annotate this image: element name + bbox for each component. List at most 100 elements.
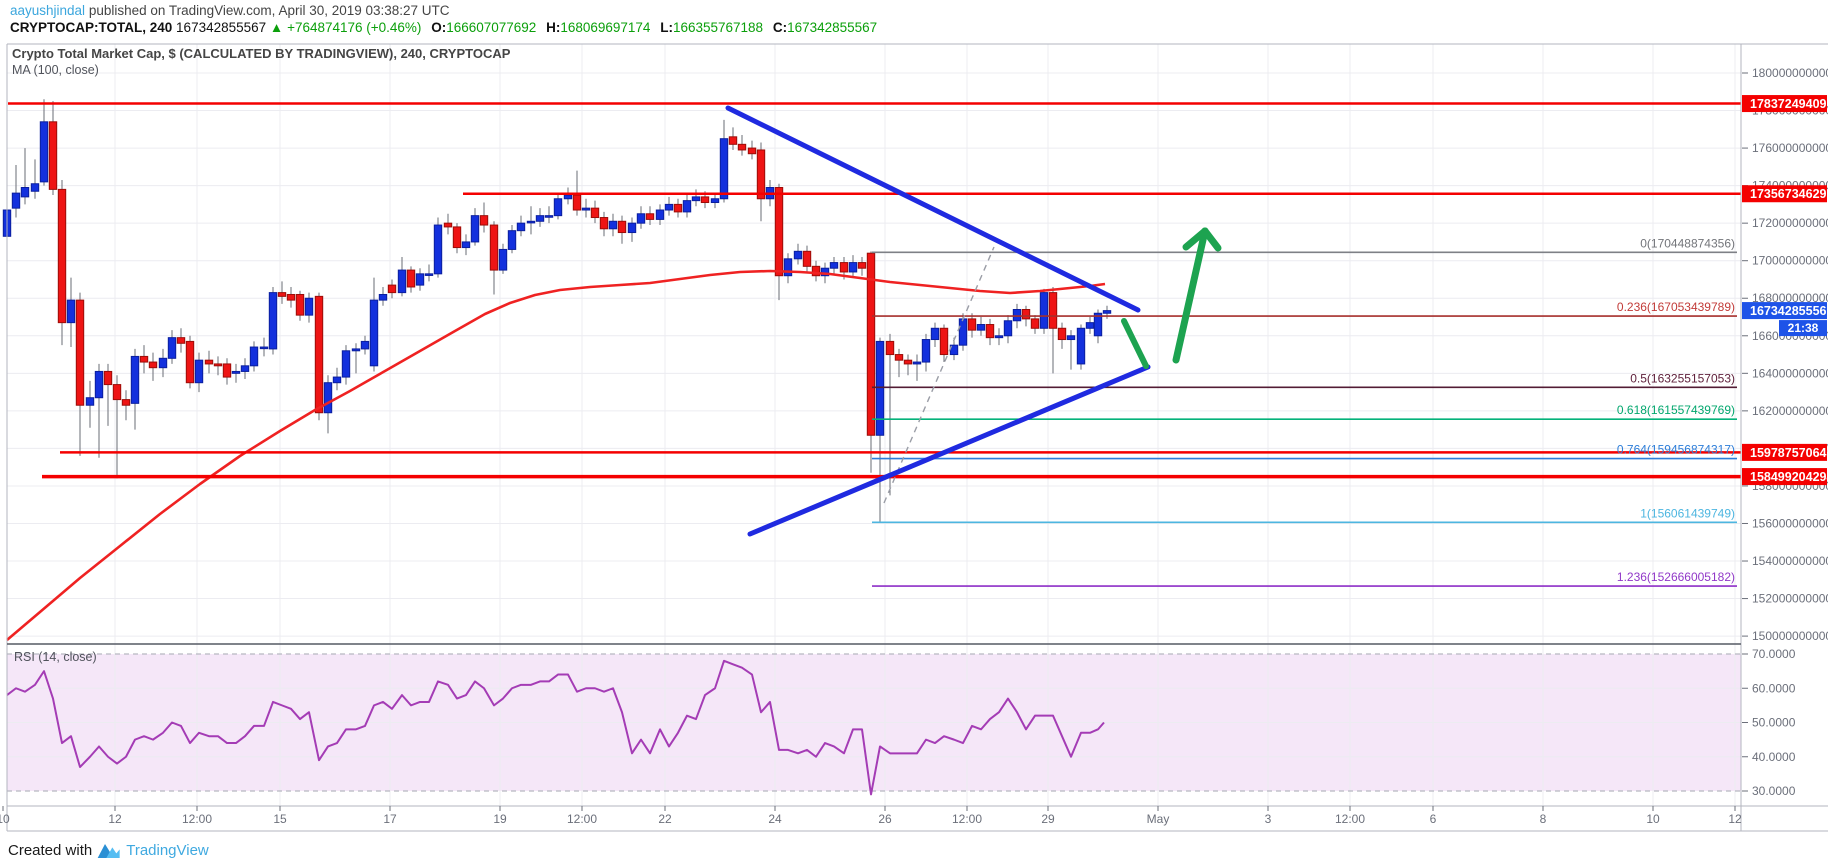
publish-text: published on TradingView.com, April 30, …: [85, 3, 450, 18]
candle-up: [360, 340, 370, 350]
ma-line: [6, 269, 1106, 641]
price-tick-label: 180000000000: [1752, 66, 1828, 80]
candle-down: [1048, 292, 1058, 329]
candle-down: [967, 318, 977, 331]
time-tick-label: 10: [0, 812, 10, 826]
candle-down: [139, 355, 149, 363]
tradingview-brand-link[interactable]: TradingView: [126, 841, 209, 859]
open-label: O:: [431, 20, 447, 35]
candle-down: [222, 363, 232, 378]
price-badge: [1742, 95, 1827, 113]
candle-up: [563, 194, 573, 200]
candle-up: [783, 258, 793, 277]
countdown-label: 21:38: [1788, 321, 1819, 335]
candle-down: [572, 194, 582, 211]
candle-down: [700, 196, 710, 204]
candle-down: [737, 143, 747, 151]
candle-down: [277, 292, 287, 297]
candle-down: [985, 324, 995, 339]
candle-down: [939, 327, 949, 356]
tradingview-logo-icon[interactable]: [97, 841, 121, 859]
candle-up: [66, 299, 76, 324]
low-label: L:: [660, 20, 673, 35]
candle-up: [1003, 320, 1013, 337]
candle-up: [1039, 292, 1049, 329]
candle-down: [57, 188, 67, 324]
candle-up: [636, 213, 646, 224]
author-link[interactable]: aayushjindal: [10, 3, 86, 18]
candle-up: [433, 224, 443, 275]
rsi-tick-label: 70.0000: [1752, 647, 1796, 661]
price-badge-label: 167342855567: [1750, 304, 1828, 318]
price-badge: [1742, 302, 1827, 320]
candle-down: [599, 217, 609, 230]
candle-down: [811, 265, 821, 277]
candle-up: [1102, 310, 1112, 314]
trendline[interactable]: [747, 364, 1151, 537]
candle-down: [1057, 327, 1067, 341]
time-tick-label: 12: [1728, 812, 1742, 826]
price-badge: [1742, 443, 1827, 461]
high-value: 168069697174: [560, 20, 651, 35]
candle-up: [875, 340, 885, 436]
price-badge-label: 178372494097: [1750, 97, 1828, 111]
candle-up: [719, 138, 729, 200]
candle-down: [885, 340, 895, 356]
candle-down: [756, 149, 766, 200]
countdown-badge: [1779, 320, 1827, 337]
candle-up: [627, 222, 637, 234]
candle-up: [397, 269, 407, 294]
fib-label: 0.236(167053439789): [1617, 300, 1735, 314]
candle-up: [268, 292, 278, 350]
candle-up: [820, 267, 830, 277]
up-triangle-icon: ▲: [269, 20, 284, 35]
candle-down: [443, 222, 453, 228]
candle-up: [793, 250, 803, 260]
candle-up: [167, 337, 177, 359]
price-badge: [1742, 468, 1827, 486]
candle-up: [39, 121, 49, 183]
candle-down: [590, 207, 600, 219]
candle-up: [249, 346, 259, 367]
trendline[interactable]: [725, 105, 1141, 313]
time-tick-label: 12:00: [952, 812, 982, 826]
fib-label: 1(156061439749): [1640, 506, 1735, 520]
candle-up: [930, 327, 940, 341]
symbol-name[interactable]: CRYPTOCAP:TOTAL, 240: [10, 20, 173, 35]
candle-up: [976, 324, 986, 331]
publish-info: aayushjindal published on TradingView.co…: [10, 3, 450, 18]
candle-down: [1021, 309, 1031, 320]
time-tick-label: 12:00: [567, 812, 597, 826]
fib-label: 0.618(161557439769): [1617, 403, 1735, 417]
time-tick-label: 24: [768, 812, 782, 826]
candle-up: [581, 207, 591, 211]
candle-up: [553, 198, 563, 217]
time-tick-label: 8: [1540, 812, 1547, 826]
candle-down: [479, 215, 489, 226]
candle-up: [351, 348, 361, 352]
candle-down: [112, 384, 122, 401]
candle-down: [866, 252, 876, 436]
candle-down: [839, 262, 849, 273]
candle-up: [829, 262, 839, 269]
rsi-tick-label: 50.0000: [1752, 716, 1796, 730]
candle-down: [295, 293, 305, 316]
ma-indicator-label[interactable]: MA (100, close): [12, 63, 99, 77]
candle-down: [747, 147, 757, 155]
low-value: 166355767188: [672, 20, 764, 35]
rsi-line: [6, 659, 1105, 796]
time-tick-label: 26: [878, 812, 892, 826]
candle-down: [48, 121, 58, 190]
rsi-indicator-label[interactable]: RSI (14, close): [14, 650, 97, 664]
candle-up: [470, 215, 480, 243]
candle-up: [848, 262, 858, 273]
rsi-tick-label: 60.0000: [1752, 681, 1796, 695]
price-tick-label: 172000000000: [1752, 216, 1828, 230]
candle-down: [673, 203, 683, 213]
candle-down: [903, 359, 913, 365]
candle-up: [323, 382, 333, 414]
high-label: H:: [546, 20, 561, 35]
candle-up: [194, 359, 204, 384]
